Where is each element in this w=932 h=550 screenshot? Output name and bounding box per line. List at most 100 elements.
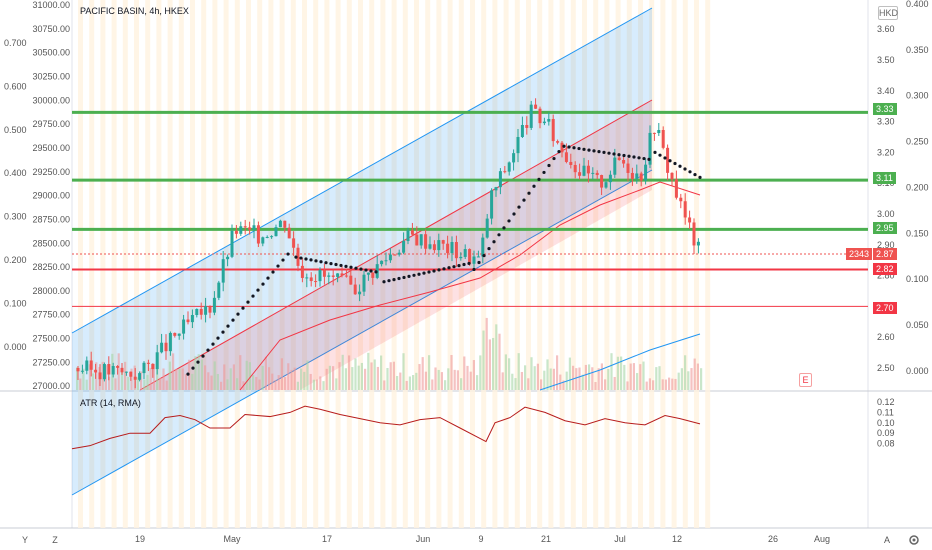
session-stripe bbox=[559, 0, 565, 528]
candle-body bbox=[415, 234, 419, 246]
right-price-tick: 2.50 bbox=[877, 363, 895, 373]
sar-dot bbox=[567, 145, 571, 149]
volume-bar bbox=[252, 375, 255, 390]
candle-body bbox=[564, 152, 568, 162]
current-index-tag: 2343 bbox=[846, 248, 873, 260]
session-stripe bbox=[212, 0, 218, 528]
volume-bar bbox=[469, 371, 472, 390]
session-stripe bbox=[156, 0, 162, 528]
candle-body bbox=[234, 230, 238, 234]
volume-bar bbox=[568, 357, 571, 390]
volume-bar bbox=[312, 379, 315, 390]
right-outer-tick: 0.250 bbox=[906, 137, 929, 147]
volume-bar bbox=[418, 364, 421, 390]
volume-bar bbox=[271, 373, 274, 390]
volume-bar bbox=[680, 368, 683, 390]
sar-dot bbox=[693, 172, 697, 177]
candle-body bbox=[402, 241, 406, 253]
volume-bar bbox=[332, 366, 335, 390]
magnet-button[interactable]: Z bbox=[52, 535, 58, 545]
right-price-tick: 2.80 bbox=[877, 271, 895, 281]
session-stripe bbox=[626, 0, 632, 528]
candle-body bbox=[652, 132, 656, 134]
atr-tick: 0.10 bbox=[877, 418, 895, 428]
volume-bar bbox=[175, 368, 178, 390]
candle-body bbox=[512, 153, 516, 163]
candle-body bbox=[573, 164, 577, 173]
candle-body bbox=[173, 332, 177, 336]
sar-dot bbox=[191, 366, 195, 370]
candle-body bbox=[380, 260, 384, 265]
candle-body bbox=[358, 291, 362, 295]
sar-dot bbox=[382, 280, 386, 284]
sar-dot bbox=[653, 150, 657, 154]
time-axis-label: Aug bbox=[814, 534, 830, 544]
candle-body bbox=[217, 282, 221, 298]
volume-bar bbox=[562, 380, 565, 390]
candle-body bbox=[151, 363, 155, 370]
volume-bar bbox=[380, 355, 383, 390]
event-marker-icon[interactable]: E bbox=[799, 373, 812, 387]
sar-dot bbox=[597, 150, 601, 154]
volume-bar bbox=[280, 358, 283, 390]
sar-dot bbox=[304, 257, 308, 261]
volume-bar bbox=[309, 373, 312, 390]
candle-body bbox=[177, 333, 181, 336]
candle-body bbox=[503, 171, 507, 173]
volume-bar bbox=[146, 374, 149, 390]
time-axis-label: 12 bbox=[672, 534, 682, 544]
symbol-title[interactable]: PACIFIC BASIN, 4h, HKEX bbox=[80, 6, 189, 16]
volume-bar bbox=[492, 337, 495, 390]
volume-bar bbox=[261, 365, 264, 390]
volume-bar bbox=[277, 375, 280, 390]
candle-body bbox=[274, 227, 278, 237]
candle-body bbox=[283, 220, 287, 228]
volume-bar bbox=[82, 368, 85, 390]
candle-body bbox=[155, 352, 159, 370]
volume-bar bbox=[456, 370, 459, 390]
settings-gear-icon[interactable] bbox=[906, 533, 922, 547]
volume-bar bbox=[696, 363, 699, 390]
session-stripe bbox=[537, 0, 543, 528]
time-axis-label: 26 bbox=[768, 534, 778, 544]
volume-bar bbox=[402, 353, 405, 390]
volume-bar bbox=[655, 367, 658, 390]
candle-body bbox=[657, 129, 661, 134]
candle-body bbox=[644, 164, 648, 181]
atr-indicator-label[interactable]: ATR (14, RMA) bbox=[80, 398, 141, 408]
session-stripe bbox=[346, 0, 352, 528]
candle-body bbox=[674, 179, 678, 198]
right-outer-tick: 0.200 bbox=[906, 182, 929, 192]
volume-bar bbox=[229, 368, 232, 390]
candle-body bbox=[463, 249, 467, 257]
candle-body bbox=[419, 234, 423, 246]
candle-body bbox=[490, 190, 494, 219]
volume-bar bbox=[658, 366, 661, 390]
volume-bar bbox=[508, 358, 511, 390]
left-outer-tick: 0.400 bbox=[4, 168, 27, 178]
sar-dot bbox=[374, 270, 378, 274]
volume-bar bbox=[319, 376, 322, 390]
sar-dot bbox=[286, 252, 290, 256]
volume-bar bbox=[293, 367, 296, 390]
time-axis-label: 21 bbox=[541, 534, 551, 544]
right-outer-tick: 0.050 bbox=[906, 320, 929, 330]
session-stripe bbox=[122, 0, 128, 528]
sar-dot bbox=[339, 263, 343, 268]
candle-body bbox=[287, 227, 291, 239]
candle-body bbox=[300, 265, 304, 278]
auto-scale-button[interactable]: A bbox=[883, 535, 890, 545]
candle-body bbox=[168, 332, 172, 352]
session-stripe bbox=[268, 0, 274, 528]
volume-bar bbox=[178, 368, 181, 390]
sar-dot bbox=[359, 267, 363, 271]
candle-body bbox=[142, 362, 146, 374]
volume-bar bbox=[700, 368, 703, 390]
candle-body bbox=[226, 256, 230, 260]
volume-bar bbox=[674, 378, 677, 390]
candle-body bbox=[309, 277, 313, 282]
timezone-button[interactable]: Y bbox=[21, 535, 28, 545]
volume-bar bbox=[668, 377, 671, 390]
sar-dot bbox=[334, 262, 338, 267]
